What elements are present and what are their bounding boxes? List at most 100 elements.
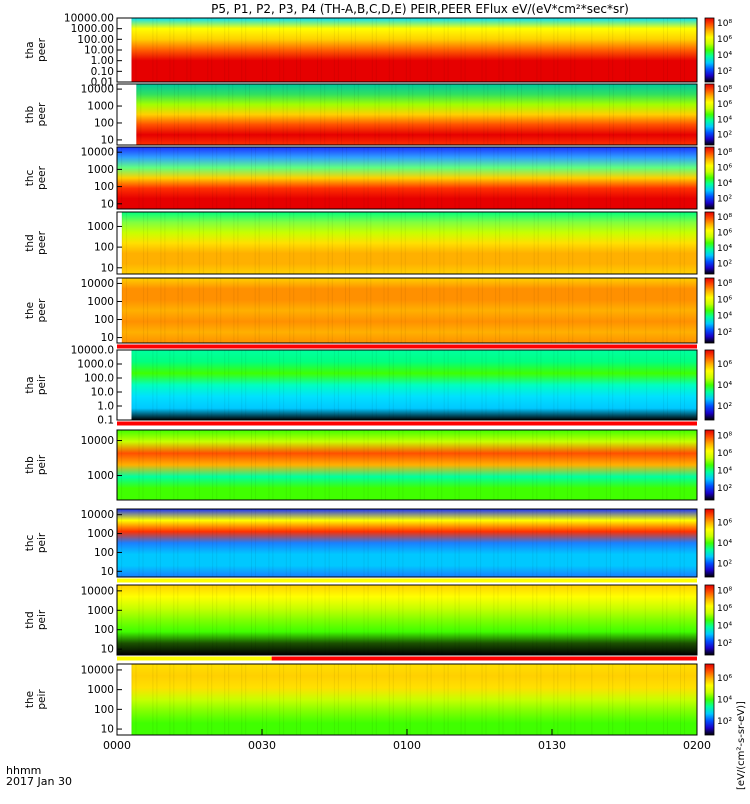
texture-stripe: [255, 147, 256, 209]
spectrogram-fill: [117, 147, 697, 209]
colorbar: [704, 83, 715, 146]
texture-stripe: [570, 18, 572, 82]
colorbar-tick-label: 10⁴: [717, 179, 732, 189]
texture-stripe: [519, 664, 521, 735]
texture-stripe: [320, 18, 322, 82]
texture-stripe: [363, 430, 365, 500]
texture-stripe: [342, 509, 343, 577]
texture-stripe: [480, 509, 482, 577]
texture-stripe: [232, 84, 234, 145]
texture-stripe: [519, 18, 521, 82]
texture-stripe: [554, 84, 556, 145]
texture-stripe: [350, 350, 352, 420]
texture-stripe: [605, 430, 607, 500]
colorbar: [704, 429, 715, 501]
texture-stripe: [186, 350, 188, 420]
y-tick-label: 100: [94, 242, 114, 254]
texture-stripe: [159, 147, 161, 209]
colorbar-tick-label: 10⁴: [717, 696, 732, 706]
texture-stripe: [662, 430, 664, 500]
texture-stripe: [662, 585, 664, 655]
texture-stripe: [498, 350, 500, 420]
panel-species-label: peir: [36, 609, 48, 630]
texture-stripe: [540, 18, 542, 82]
texture-stripe: [419, 430, 421, 500]
texture-stripe: [207, 350, 209, 420]
texture-stripe: [627, 585, 629, 655]
texture-stripe: [516, 212, 518, 274]
colorbar-tick-label: 10⁶: [717, 604, 732, 614]
panel-frame: [116, 349, 698, 421]
texture-stripe: [550, 212, 552, 274]
texture-stripe: [155, 430, 157, 500]
texture-stripe: [296, 350, 298, 420]
texture-stripe: [409, 664, 411, 735]
texture-stripe: [680, 664, 681, 735]
texture-stripe: [541, 84, 543, 145]
texture-stripe: [516, 278, 518, 343]
y-tick-label: 1000: [87, 221, 114, 233]
texture-stripe: [342, 430, 343, 500]
texture-stripe: [161, 84, 162, 145]
y-tick-label: 0.10: [91, 66, 114, 78]
texture-stripe: [476, 430, 477, 500]
texture-stripe: [612, 18, 614, 82]
panel-thd-peir: 10000 1000 100 10 thd peir 10⁸ 10⁶ 10⁴ 10²: [24, 584, 732, 661]
texture-stripe: [521, 84, 522, 145]
texture-stripe: [173, 585, 175, 655]
texture-stripe: [142, 147, 144, 209]
texture-stripe: [299, 84, 301, 145]
texture-stripe: [169, 18, 171, 82]
y-tick-label: 10.00: [84, 45, 114, 57]
panel-species-label: peer: [36, 37, 48, 62]
panel-thb-peir: 10000 1000 thb peir 10⁸ 10⁶ 10⁴ 10²: [24, 429, 732, 501]
y-tick-label: 100: [94, 181, 114, 193]
texture-stripe: [314, 212, 316, 274]
texture-stripe: [245, 18, 247, 82]
texture-stripe: [142, 509, 144, 577]
panel-species-label: peer: [36, 298, 48, 323]
texture-stripe: [572, 278, 574, 343]
colorbar-tick-label: 10⁸: [717, 213, 732, 223]
texture-stripe: [679, 430, 681, 500]
texture-stripe: [342, 585, 343, 655]
texture-stripe: [190, 350, 192, 420]
texture-stripe: [493, 585, 495, 655]
texture-stripe: [331, 278, 333, 343]
texture-stripe: [276, 278, 277, 343]
colorbar-tick-label: 10²: [717, 402, 732, 412]
texture-stripe: [159, 509, 161, 577]
texture-stripe: [156, 664, 158, 735]
texture-stripe: [194, 509, 196, 577]
texture-stripe: [293, 278, 295, 343]
texture-stripe: [202, 212, 204, 274]
texture-stripe: [328, 430, 330, 500]
texture-stripe: [135, 664, 137, 735]
colorbar-tick-label: 10⁴: [717, 467, 732, 477]
panel-frame: [116, 584, 698, 656]
texture-stripe: [549, 430, 551, 500]
texture-stripe: [568, 278, 570, 343]
texture-stripe: [155, 509, 157, 577]
texture-stripe: [481, 212, 483, 274]
texture-stripe: [502, 350, 504, 420]
texture-stripe: [553, 509, 555, 577]
texture-stripe: [623, 509, 625, 577]
texture-stripe: [422, 212, 424, 274]
texture-stripe: [405, 18, 407, 82]
colorbar-tick-label: 10⁶: [717, 163, 732, 173]
texture-stripe: [683, 278, 685, 343]
texture-stripe: [481, 278, 483, 343]
texture-stripe: [588, 509, 590, 577]
colorbar-tick-label: 10⁸: [717, 85, 732, 95]
texture-stripe: [160, 212, 162, 274]
texture-stripe: [224, 664, 226, 735]
texture-stripe: [481, 664, 483, 735]
colorbar-label: [eV/(cm²-s-sr-eV)]: [736, 701, 747, 790]
texture-stripe: [645, 278, 647, 343]
texture-stripe: [181, 278, 183, 343]
texture-stripe: [574, 350, 576, 420]
y-tick-label: 10: [101, 332, 114, 344]
texture-stripe: [481, 18, 483, 82]
texture-stripe: [515, 664, 517, 735]
